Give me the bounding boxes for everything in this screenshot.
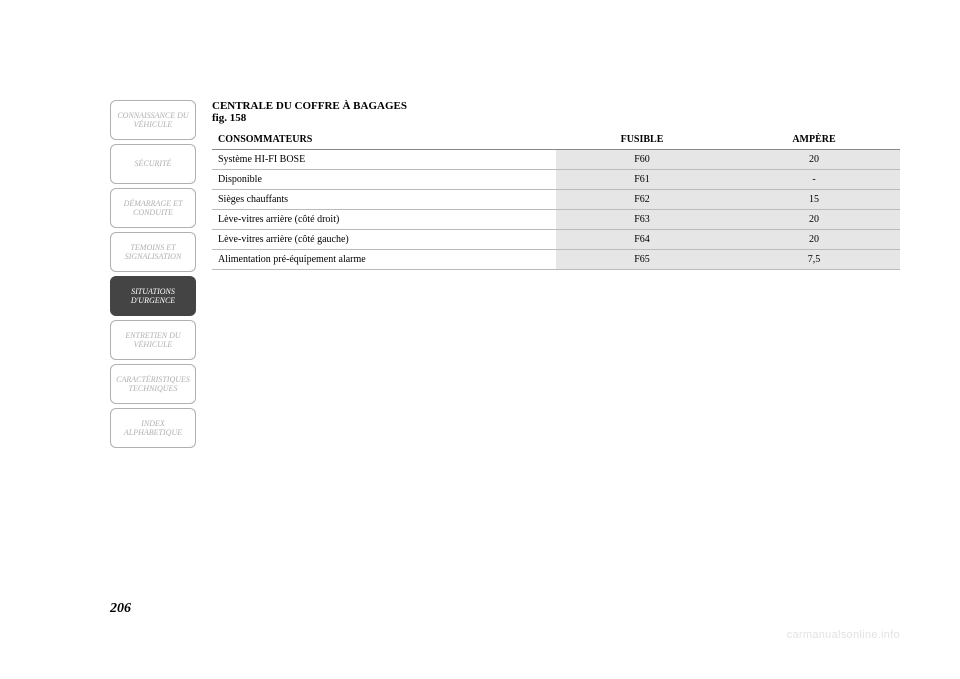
- table-cell-consumer: Lève-vitres arrière (côté droit): [212, 210, 556, 230]
- page-number: 206: [110, 601, 131, 617]
- table-row: Sièges chauffants F62 15: [212, 190, 900, 210]
- sidebar-item-label: SITUATIONS D'URGENCE: [115, 287, 191, 305]
- table-cell-fuse: F62: [556, 190, 728, 210]
- table-row: Disponible F61 -: [212, 170, 900, 190]
- table-cell-fuse: F64: [556, 230, 728, 250]
- table-cell-fuse: F61: [556, 170, 728, 190]
- sidebar-item-index[interactable]: INDEX ALPHABETIQUE: [110, 408, 196, 448]
- table-row: Lève-vitres arrière (côté gauche) F64 20: [212, 230, 900, 250]
- table-cell-amp: -: [728, 170, 900, 190]
- fuse-table: CONSOMMATEURS FUSIBLE AMPÈRE Système HI-…: [212, 130, 900, 270]
- table-row: Alimentation pré-équipement alarme F65 7…: [212, 250, 900, 270]
- figure-reference: fig. 158: [212, 112, 900, 124]
- main-content: CENTRALE DU COFFRE À BAGAGES fig. 158 CO…: [196, 100, 900, 452]
- table-cell-fuse: F65: [556, 250, 728, 270]
- sidebar-item-label: ENTRETIEN DU VÉHICULE: [115, 331, 191, 349]
- table-cell-amp: 15: [728, 190, 900, 210]
- table-row: Lève-vitres arrière (côté droit) F63 20: [212, 210, 900, 230]
- sidebar-item-label: TEMOINS ET SIGNALISATION: [115, 243, 191, 261]
- sidebar-item-situations[interactable]: SITUATIONS D'URGENCE: [110, 276, 196, 316]
- table-cell-amp: 20: [728, 230, 900, 250]
- sidebar-item-caracteristiques[interactable]: CARACTÉRISTIQUES TECHNIQUES: [110, 364, 196, 404]
- page-container: CONNAISSANCE DU VÉHICULE SÉCURITÉ DÉMARR…: [0, 0, 960, 492]
- table-cell-fuse: F63: [556, 210, 728, 230]
- sidebar-item-label: SÉCURITÉ: [135, 159, 172, 168]
- sidebar-item-label: DÉMARRAGE ET CONDUITE: [115, 199, 191, 217]
- table-cell-consumer: Lève-vitres arrière (côté gauche): [212, 230, 556, 250]
- table-cell-consumer: Disponible: [212, 170, 556, 190]
- table-cell-consumer: Sièges chauffants: [212, 190, 556, 210]
- table-header-row: CONSOMMATEURS FUSIBLE AMPÈRE: [212, 130, 900, 150]
- table-header-consommateurs: CONSOMMATEURS: [212, 130, 556, 150]
- table-cell-consumer: Système HI-FI BOSE: [212, 150, 556, 170]
- table-cell-fuse: F60: [556, 150, 728, 170]
- table-header-ampere: AMPÈRE: [728, 130, 900, 150]
- table-header-fusible: FUSIBLE: [556, 130, 728, 150]
- sidebar-item-securite[interactable]: SÉCURITÉ: [110, 144, 196, 184]
- sidebar-item-connaissance[interactable]: CONNAISSANCE DU VÉHICULE: [110, 100, 196, 140]
- table-cell-amp: 7,5: [728, 250, 900, 270]
- section-title: CENTRALE DU COFFRE À BAGAGES: [212, 100, 900, 112]
- sidebar-item-entretien[interactable]: ENTRETIEN DU VÉHICULE: [110, 320, 196, 360]
- sidebar-item-temoins[interactable]: TEMOINS ET SIGNALISATION: [110, 232, 196, 272]
- sidebar-item-label: CARACTÉRISTIQUES TECHNIQUES: [115, 375, 191, 393]
- sidebar-item-label: INDEX ALPHABETIQUE: [115, 419, 191, 437]
- sidebar-item-demarrage[interactable]: DÉMARRAGE ET CONDUITE: [110, 188, 196, 228]
- table-cell-consumer: Alimentation pré-équipement alarme: [212, 250, 556, 270]
- sidebar-item-label: CONNAISSANCE DU VÉHICULE: [115, 111, 191, 129]
- table-cell-amp: 20: [728, 210, 900, 230]
- table-row: Système HI-FI BOSE F60 20: [212, 150, 900, 170]
- sidebar-nav: CONNAISSANCE DU VÉHICULE SÉCURITÉ DÉMARR…: [110, 100, 196, 452]
- table-cell-amp: 20: [728, 150, 900, 170]
- watermark-text: carmanualsonline.info: [787, 629, 900, 641]
